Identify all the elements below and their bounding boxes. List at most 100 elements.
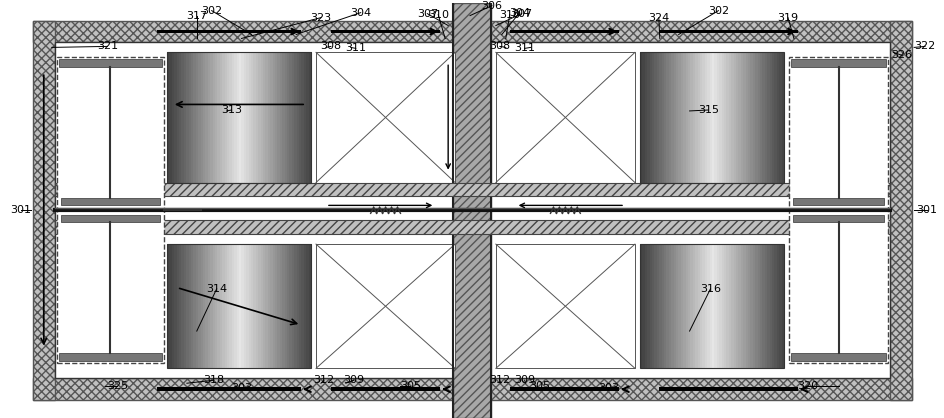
Bar: [174, 52, 177, 183]
Bar: [675, 244, 678, 368]
Bar: [781, 244, 784, 368]
Bar: [733, 244, 735, 368]
Bar: [177, 244, 179, 368]
Bar: [292, 244, 295, 368]
Bar: [294, 52, 296, 183]
Bar: [246, 244, 249, 368]
Bar: [262, 244, 265, 368]
Bar: [194, 52, 196, 183]
Bar: [294, 244, 296, 368]
Bar: [742, 244, 745, 368]
Bar: [764, 52, 767, 183]
Bar: [764, 244, 767, 368]
Bar: [225, 52, 228, 183]
Bar: [690, 52, 693, 183]
Bar: [178, 52, 181, 183]
Text: 316: 316: [700, 284, 720, 294]
Bar: [745, 244, 748, 368]
Bar: [792, 199, 884, 205]
Bar: [174, 244, 177, 368]
Text: 304: 304: [509, 8, 530, 18]
Bar: [215, 52, 218, 183]
Bar: [731, 244, 733, 368]
Bar: [289, 244, 292, 368]
Bar: [639, 52, 642, 183]
Bar: [289, 52, 292, 183]
Text: 305: 305: [529, 381, 549, 391]
Bar: [239, 244, 242, 368]
Text: 314: 314: [206, 284, 227, 294]
Text: 312: 312: [489, 375, 510, 385]
Bar: [55, 220, 889, 234]
Bar: [258, 52, 261, 183]
Bar: [762, 244, 765, 368]
Bar: [205, 244, 208, 368]
Bar: [194, 244, 196, 368]
Bar: [687, 244, 690, 368]
Bar: [265, 244, 268, 368]
Bar: [287, 244, 290, 368]
Bar: [278, 244, 280, 368]
Bar: [222, 52, 225, 183]
Bar: [169, 52, 172, 183]
Bar: [157, 387, 301, 391]
Bar: [735, 52, 738, 183]
Bar: [781, 52, 784, 183]
Text: 301: 301: [916, 205, 936, 215]
Bar: [33, 378, 911, 400]
Bar: [750, 52, 752, 183]
Bar: [261, 244, 263, 368]
Bar: [709, 244, 712, 368]
Bar: [668, 52, 671, 183]
Bar: [768, 52, 771, 183]
Text: 302: 302: [201, 5, 222, 15]
Bar: [167, 52, 311, 183]
Bar: [198, 52, 201, 183]
Bar: [298, 244, 302, 368]
Bar: [236, 52, 239, 183]
Bar: [256, 52, 259, 183]
Bar: [718, 244, 721, 368]
Bar: [779, 52, 782, 183]
Text: 313: 313: [221, 105, 242, 115]
Bar: [742, 52, 745, 183]
Bar: [692, 244, 695, 368]
Bar: [762, 52, 765, 183]
Bar: [695, 52, 698, 183]
Bar: [234, 244, 237, 368]
Bar: [225, 244, 228, 368]
Bar: [60, 215, 160, 222]
Text: 306: 306: [480, 1, 502, 11]
Bar: [771, 244, 774, 368]
Bar: [282, 52, 285, 183]
Bar: [670, 52, 673, 183]
Bar: [759, 244, 762, 368]
Bar: [191, 52, 194, 183]
Bar: [212, 52, 215, 183]
Bar: [644, 244, 647, 368]
Bar: [673, 244, 676, 368]
Bar: [298, 52, 302, 183]
Bar: [656, 52, 659, 183]
Bar: [241, 244, 244, 368]
Bar: [673, 52, 676, 183]
Bar: [256, 244, 259, 368]
Bar: [701, 52, 704, 183]
Bar: [658, 30, 797, 33]
Bar: [296, 244, 299, 368]
Bar: [726, 244, 729, 368]
Bar: [217, 244, 220, 368]
Bar: [509, 30, 618, 33]
Bar: [658, 52, 662, 183]
Bar: [711, 52, 714, 183]
Text: 309: 309: [343, 375, 364, 385]
Bar: [700, 244, 702, 368]
Bar: [661, 244, 664, 368]
Bar: [639, 244, 642, 368]
Text: 323: 323: [310, 13, 331, 23]
Bar: [272, 52, 276, 183]
Bar: [270, 244, 273, 368]
Text: 319: 319: [777, 13, 798, 23]
Bar: [684, 52, 688, 183]
Bar: [666, 52, 668, 183]
